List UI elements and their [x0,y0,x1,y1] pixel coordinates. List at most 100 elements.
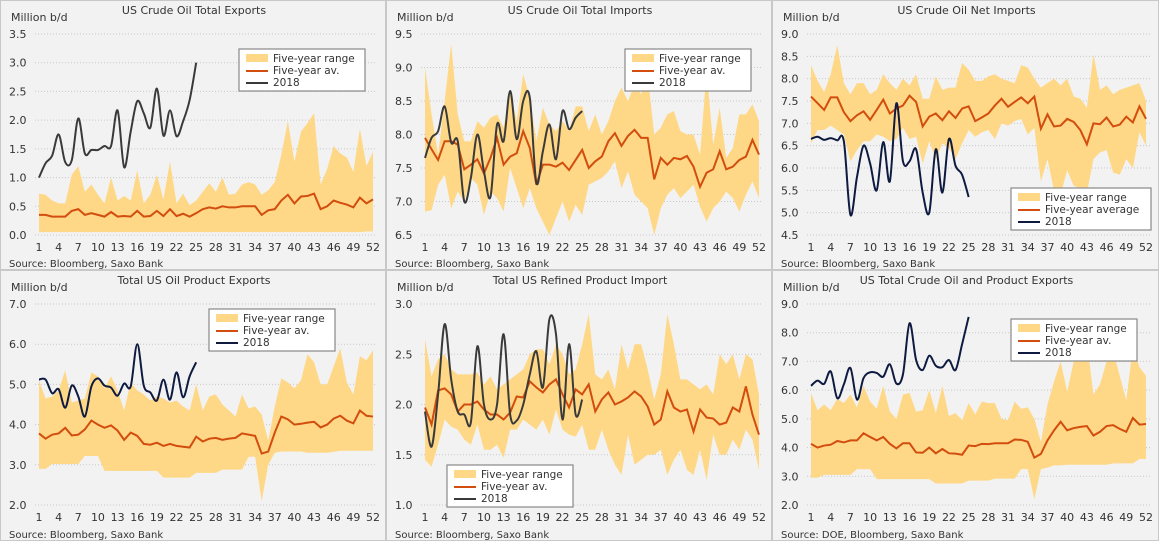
y-tick-label: 9.0 [781,298,799,311]
y-tick-label: 6.0 [9,338,27,351]
y-tick-label: 0.5 [9,200,27,213]
x-tick-label: 43 [1080,241,1094,254]
x-tick-label: 49 [346,241,360,254]
source-note: Source: DOE, Bloomberg, Saxo Bank [781,530,964,541]
legend-label: Five-year av. [659,65,725,77]
legend-swatch-range [454,470,476,478]
legend-label: 2018 [243,337,270,349]
chart-panel: Total US Refined Product Import Million b… [386,270,772,541]
x-tick-label: 16 [903,511,917,524]
x-tick-label: 52 [366,511,380,524]
y-tick-label: 5.0 [781,413,799,426]
chart-panel: Total US Oil Product Exports Million b/d S… [0,270,386,541]
legend-label: Five-year average [1045,204,1139,216]
x-tick-label: 10 [863,241,877,254]
x-tick-label: 40 [673,241,687,254]
chart-panel: US Crude Oil Net Imports Million b/d Sourc… [772,0,1159,270]
x-tick-label: 4 [55,241,62,254]
x-tick-label: 7 [847,241,854,254]
x-tick-label: 22 [170,511,184,524]
x-tick-label: 43 [1080,511,1094,524]
y-axis-label: Million b/d [783,11,840,24]
x-tick-label: 16 [903,241,917,254]
y-tick-label: 1.5 [395,449,413,462]
chart-title: US Crude Oil Total Imports [508,4,653,17]
x-tick-label: 28 [595,241,609,254]
five-year-range-area [39,113,373,233]
y-tick-label: 2.0 [395,399,413,412]
y-tick-label: 3.0 [395,298,413,311]
x-tick-label: 46 [713,241,727,254]
x-tick-label: 4 [441,241,448,254]
x-tick-label: 31 [614,511,628,524]
x-tick-label: 1 [422,511,429,524]
x-tick-label: 25 [575,511,589,524]
x-tick-label: 25 [962,511,976,524]
x-tick-label: 49 [732,241,746,254]
x-tick-label: 16 [516,511,530,524]
x-tick-label: 19 [536,511,550,524]
x-tick-label: 37 [268,241,282,254]
y-tick-label: 2.0 [9,114,27,127]
y-tick-label: 8.5 [781,50,799,63]
y-tick-label: 7.0 [395,196,413,209]
y-tick-label: 7.5 [395,162,413,175]
y-tick-label: 1.0 [395,499,413,512]
chart-title: Total US Oil Product Exports [117,274,271,287]
x-tick-label: 49 [1119,241,1133,254]
y-tick-label: 4.5 [781,229,799,242]
x-tick-label: 52 [752,241,766,254]
chart-svg: Total US Refined Product Import Million b… [395,274,766,541]
five-year-average-line [38,408,374,455]
x-tick-label: 22 [942,511,956,524]
x-tick-label: 19 [150,241,164,254]
source-note: Source: Bloomberg, Saxo Bank [395,530,549,541]
x-tick-label: 28 [981,511,995,524]
line-2018 [810,316,970,401]
y-tick-label: 2.0 [781,499,799,512]
legend-swatch-range [216,314,238,322]
y-tick-label: 6.5 [781,140,799,153]
legend-label: 2018 [273,77,300,89]
legend-label: Five-year av. [481,481,547,493]
y-tick-label: 2.5 [395,348,413,361]
x-tick-label: 13 [883,511,897,524]
x-tick-label: 43 [693,241,707,254]
x-tick-label: 22 [170,241,184,254]
x-tick-label: 19 [922,511,936,524]
x-tick-label: 28 [595,511,609,524]
line-2018 [38,62,198,178]
x-tick-label: 46 [327,241,341,254]
legend-label: Five-year range [481,469,563,481]
x-tick-label: 1 [808,511,815,524]
x-tick-label: 4 [827,511,834,524]
x-tick-label: 10 [91,241,105,254]
legend-label: Five-year range [243,313,325,325]
y-tick-label: 8.0 [395,129,413,142]
y-tick-label: 3.0 [781,470,799,483]
x-tick-label: 16 [130,511,144,524]
legend-label: Five-year av. [1045,335,1111,347]
five-year-average-line [424,128,760,190]
source-note: Source: Bloomberg, Saxo Bank [395,259,549,270]
x-tick-label: 13 [883,241,897,254]
x-tick-label: 10 [477,241,491,254]
y-tick-label: 6.0 [781,162,799,175]
x-tick-label: 4 [827,241,834,254]
chart-title: US Total Crude Oil and Product Exports [860,274,1074,287]
legend-label: Five-year range [659,53,741,65]
x-tick-label: 40 [673,511,687,524]
x-tick-label: 10 [91,511,105,524]
source-note: Source: Bloomberg, Saxo Bank [9,530,163,541]
x-tick-label: 37 [268,511,282,524]
y-axis-label: Million b/d [397,11,454,24]
legend-label: 2018 [1045,347,1072,359]
x-tick-label: 43 [307,511,321,524]
x-tick-label: 52 [752,511,766,524]
x-tick-label: 22 [556,511,570,524]
x-tick-label: 25 [189,241,203,254]
